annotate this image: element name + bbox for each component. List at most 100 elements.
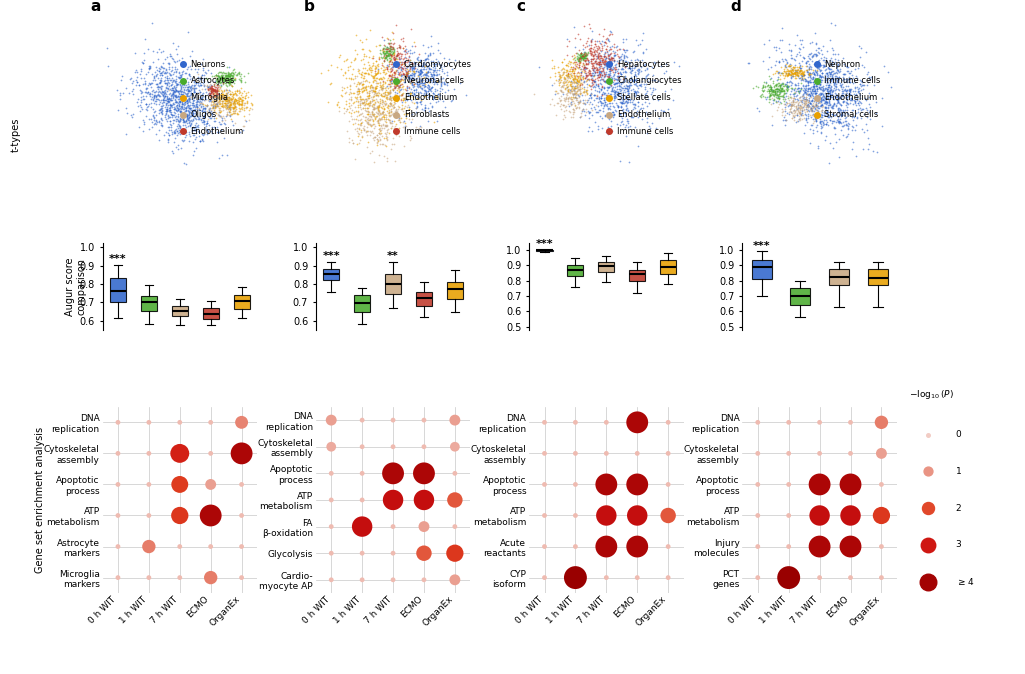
Point [369, 101, 385, 112]
Point [212, 72, 229, 83]
Point [366, 86, 382, 97]
Point [821, 109, 837, 120]
Point [806, 80, 822, 91]
Point [208, 99, 224, 110]
Point [179, 114, 196, 125]
Point [602, 36, 618, 47]
Point [817, 93, 833, 104]
Point [606, 92, 622, 103]
Point [763, 80, 779, 91]
Point [777, 99, 793, 110]
Point [755, 85, 772, 96]
Point [837, 74, 854, 85]
Point [360, 80, 376, 91]
Point [791, 107, 808, 118]
Point [767, 88, 783, 99]
Point [203, 88, 219, 98]
Point [830, 103, 847, 114]
Point [432, 76, 448, 87]
Point [151, 116, 167, 127]
Point [763, 86, 779, 96]
Point [812, 75, 828, 86]
Point [374, 48, 391, 59]
Point [428, 68, 445, 79]
Point [374, 96, 391, 107]
Point [749, 479, 766, 490]
Point [564, 94, 580, 104]
Point [156, 97, 172, 108]
Point [373, 94, 390, 105]
Point [430, 109, 447, 120]
Point [155, 93, 171, 104]
Point [434, 77, 450, 88]
Point [640, 109, 656, 120]
Point [428, 70, 445, 81]
Point [559, 65, 575, 75]
Point [807, 111, 823, 121]
Point [833, 80, 850, 90]
Point [818, 53, 834, 64]
Point [205, 86, 221, 96]
Point [370, 117, 386, 127]
Point [362, 82, 378, 92]
Point [853, 105, 869, 116]
Point [215, 73, 232, 84]
Point [397, 59, 413, 70]
Point [174, 94, 191, 104]
Point [212, 92, 229, 103]
Point [768, 44, 784, 55]
Point [386, 121, 403, 131]
Point [614, 96, 630, 107]
PathPatch shape [354, 295, 370, 312]
Point [186, 101, 202, 112]
Point [153, 106, 169, 117]
Point [557, 96, 573, 106]
Point [414, 75, 430, 86]
Point [791, 95, 808, 106]
Point [218, 90, 235, 100]
Point [777, 94, 793, 104]
Point [392, 52, 408, 63]
Point [593, 66, 610, 77]
Point [372, 48, 388, 59]
Point [381, 75, 398, 86]
Point [572, 52, 588, 63]
Point [366, 122, 382, 133]
Point [382, 65, 399, 76]
Point [827, 83, 844, 94]
Point [594, 55, 611, 65]
Point [609, 88, 625, 99]
Point [825, 86, 842, 96]
Point [838, 108, 855, 119]
Point [204, 83, 220, 94]
Point [219, 96, 236, 107]
Point [808, 80, 824, 91]
Point [790, 62, 807, 73]
Point [339, 125, 356, 136]
Point [367, 86, 383, 96]
Point [221, 75, 238, 86]
Point [220, 109, 237, 120]
Point [377, 113, 394, 124]
Point [763, 90, 779, 101]
Point [430, 68, 447, 79]
Point [208, 92, 224, 102]
PathPatch shape [140, 296, 157, 311]
Point [368, 90, 384, 100]
Point [170, 94, 187, 104]
Point [791, 47, 808, 57]
Point [169, 40, 186, 51]
Point [320, 96, 336, 107]
Point [387, 65, 404, 75]
Point [812, 65, 828, 76]
Point [384, 133, 401, 144]
Point [395, 54, 411, 65]
Point [404, 78, 420, 88]
Point [197, 102, 213, 113]
Point [801, 111, 817, 121]
Point [221, 96, 238, 106]
Point [407, 84, 423, 94]
Point [206, 84, 222, 95]
Point [160, 94, 176, 104]
Point [439, 69, 455, 80]
